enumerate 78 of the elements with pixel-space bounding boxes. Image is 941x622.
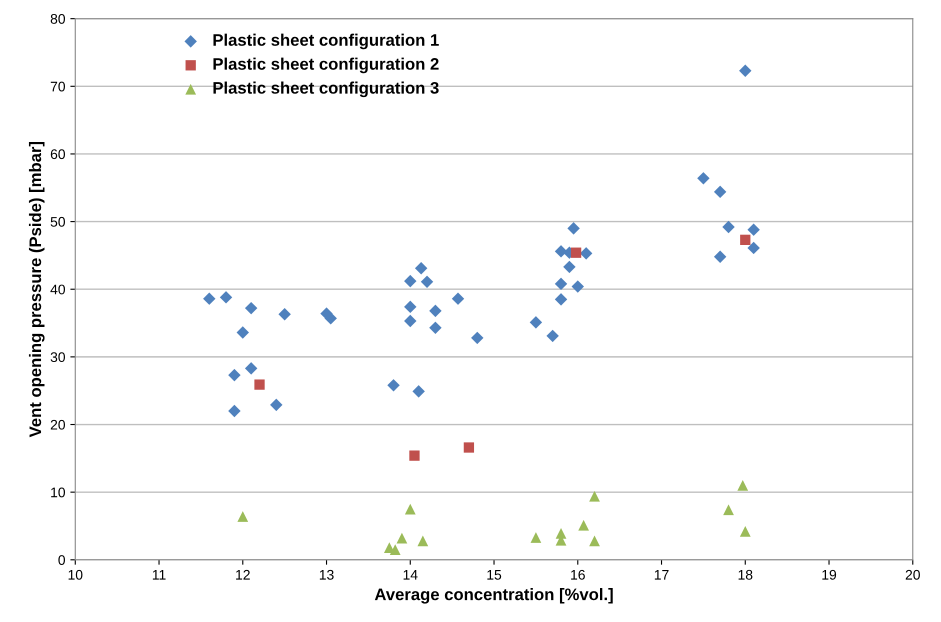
point [220,291,232,304]
point [737,480,748,491]
point [464,442,474,453]
x-tick-label: 20 [906,570,920,580]
legend-label: Plastic sheet configuration 1 [213,34,439,50]
point [414,262,428,274]
point [244,302,258,314]
point [278,308,291,320]
x-tick-label: 10 [68,570,82,580]
y-tick-label: 10 [51,487,66,498]
point [747,242,760,254]
point [567,222,580,235]
x-tick-label: 19 [822,570,836,580]
y-tick-label: 70 [50,82,66,92]
point [471,332,484,344]
point [530,316,542,329]
y-tick-label: 30 [50,352,66,362]
point [554,293,568,306]
point [747,223,760,236]
point [390,544,401,556]
point [723,504,734,516]
point [429,322,442,334]
point [714,250,726,263]
point [237,511,248,522]
point [530,532,542,543]
point [580,247,592,260]
point [228,368,241,382]
x-tick-label: 15 [487,570,502,580]
point [404,314,416,328]
point [324,312,337,325]
x-tick-label: 13 [320,570,334,580]
x-tick-label: 14 [404,570,418,580]
point [387,379,400,392]
x-tick-label: 17 [654,570,669,580]
point [554,278,568,290]
x-axis-title: Average concentration [%vol.] [374,588,613,604]
point [404,300,416,314]
y-tick-label: 80 [50,14,66,24]
point [409,450,420,461]
point [236,326,249,339]
y-tick-label: 0 [58,555,66,565]
y-axis-title: Vent opening pressure (Pside) [mbar] [28,142,45,438]
point [546,330,559,342]
point [589,535,600,546]
point [740,526,751,537]
y-tick-label: 40 [50,284,66,294]
point [589,490,600,502]
point [578,520,590,531]
point [244,362,258,375]
point [452,292,464,305]
point [697,172,710,185]
y-tick-label: 50 [50,216,66,227]
point [417,535,428,546]
point [570,248,582,258]
x-tick-label: 18 [738,570,752,580]
point [396,532,408,544]
x-tick-label: 16 [571,570,585,580]
point [429,304,442,318]
point [254,379,265,390]
point [722,220,735,234]
point [270,398,282,412]
point [404,274,416,288]
point [714,186,726,198]
legend-label: Plastic sheet configuration 2 [213,58,439,74]
point [563,260,576,274]
legend-label: Plastic sheet configuration 3 [213,82,439,98]
point [420,276,434,288]
point [739,64,752,77]
point [412,385,425,398]
y-tick-label: 20 [50,420,66,430]
point [740,234,750,245]
point [203,292,216,305]
x-tick-label: 12 [236,570,250,580]
y-tick-label: 60 [50,149,66,160]
x-tick-label: 11 [152,570,166,580]
point [404,504,416,514]
point [228,404,241,418]
point [572,280,584,293]
